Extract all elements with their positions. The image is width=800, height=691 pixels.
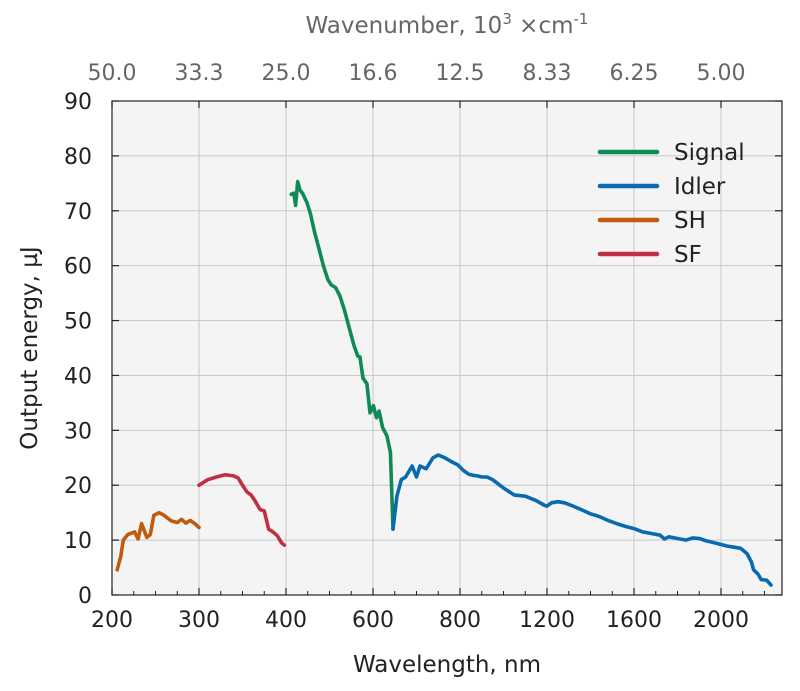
x-tick-labels: 200 300 400 600 800 1200 1600 2000 xyxy=(91,608,749,633)
top-tick-label: 6.25 xyxy=(610,61,659,86)
top-tick-label: 16.6 xyxy=(349,61,398,86)
x-tick-label: 1200 xyxy=(519,608,575,633)
legend-label-sf: SF xyxy=(674,242,702,268)
top-tick-label: 33.3 xyxy=(175,61,224,86)
top-tick-label: 12.5 xyxy=(436,61,485,86)
ticks xyxy=(111,100,782,596)
plot-background xyxy=(112,101,782,595)
top-tick-labels: 50.0 33.3 25.0 16.6 12.5 8.33 6.25 5.00 xyxy=(88,61,746,86)
grid xyxy=(112,101,782,595)
legend: Signal Idler SH SF xyxy=(597,140,745,268)
series-line-idler xyxy=(391,453,773,587)
top-tick-label: 50.0 xyxy=(88,61,137,86)
x-axis-title: Wavelength, nm xyxy=(353,652,541,678)
series-line-signal xyxy=(289,179,395,531)
x-tick-label: 2000 xyxy=(693,608,749,633)
x-tick-label: 200 xyxy=(91,608,133,633)
series-line-sh xyxy=(115,510,201,572)
y-tick-label: 60 xyxy=(64,255,92,280)
x-tick-label: 1600 xyxy=(606,608,662,633)
y-tick-label: 30 xyxy=(64,419,92,444)
top-tick-label: 8.33 xyxy=(523,61,572,86)
top-tick-label: 25.0 xyxy=(262,61,311,86)
y-tick-label: 50 xyxy=(64,310,92,335)
y-tick-label: 0 xyxy=(78,584,92,609)
y-tick-label: 70 xyxy=(64,200,92,225)
y-tick-labels: 0 10 20 30 40 50 60 70 80 90 xyxy=(64,90,92,609)
y-tick-label: 20 xyxy=(64,474,92,499)
y-tick-label: 80 xyxy=(64,145,92,170)
x-tick-label: 400 xyxy=(265,608,307,633)
legend-label-idler: Idler xyxy=(674,174,726,200)
x-tick-label: 600 xyxy=(352,608,394,633)
top-tick-label: 5.00 xyxy=(697,61,746,86)
y-tick-label: 10 xyxy=(64,529,92,554)
top-axis-title: Wavenumber, 103 ×cm-1 xyxy=(306,10,589,39)
y-tick-label: 40 xyxy=(64,364,92,389)
legend-label-sh: SH xyxy=(674,208,706,234)
x-tick-label: 300 xyxy=(178,608,220,633)
x-tick-label: 800 xyxy=(439,608,481,633)
y-axis-title: Output energy, µJ xyxy=(17,246,43,449)
plot-frame xyxy=(111,100,783,596)
series-lines xyxy=(115,179,773,587)
series-line-sf xyxy=(197,473,287,547)
y-tick-label: 90 xyxy=(64,90,92,115)
legend-label-signal: Signal xyxy=(674,140,745,166)
